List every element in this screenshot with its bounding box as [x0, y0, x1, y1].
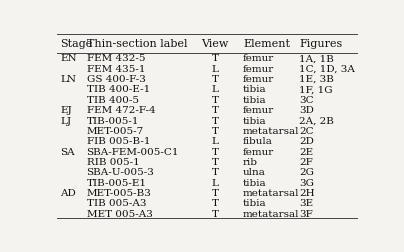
Text: Element: Element	[243, 39, 290, 49]
Text: L: L	[211, 65, 218, 74]
Text: femur: femur	[243, 106, 274, 115]
Text: 1A, 1B: 1A, 1B	[299, 54, 334, 63]
Text: T: T	[211, 147, 219, 156]
Text: Thin-section label: Thin-section label	[86, 39, 187, 49]
Text: LN: LN	[61, 75, 76, 84]
Text: fibula: fibula	[243, 137, 273, 146]
Text: 1F, 1G: 1F, 1G	[299, 85, 333, 94]
Text: TIB 005-A3: TIB 005-A3	[86, 199, 146, 207]
Text: tibia: tibia	[243, 96, 267, 104]
Text: FEM 472-F-4: FEM 472-F-4	[86, 106, 155, 115]
Text: EN: EN	[61, 54, 77, 63]
Text: T: T	[211, 75, 219, 84]
Text: FIB 005-B-1: FIB 005-B-1	[86, 137, 150, 146]
Text: 3E: 3E	[299, 199, 314, 207]
Text: L: L	[211, 137, 218, 146]
Text: femur: femur	[243, 75, 274, 84]
Text: AD: AD	[61, 188, 76, 197]
Text: T: T	[211, 209, 219, 218]
Text: 2H: 2H	[299, 188, 315, 197]
Text: 2C: 2C	[299, 126, 314, 135]
Text: tibia: tibia	[243, 85, 267, 94]
Text: TIB 400-5: TIB 400-5	[86, 96, 139, 104]
Text: rib: rib	[243, 157, 258, 166]
Text: 2A, 2B: 2A, 2B	[299, 116, 334, 125]
Text: L: L	[211, 85, 218, 94]
Text: T: T	[211, 54, 219, 63]
Text: T: T	[211, 106, 219, 115]
Text: T: T	[211, 116, 219, 125]
Text: 2E: 2E	[299, 147, 314, 156]
Text: RIB 005-1: RIB 005-1	[86, 157, 139, 166]
Text: T: T	[211, 157, 219, 166]
Text: 2G: 2G	[299, 168, 314, 177]
Text: 1E, 3B: 1E, 3B	[299, 75, 334, 84]
Text: 2D: 2D	[299, 137, 314, 146]
Text: TIB 400-E-1: TIB 400-E-1	[86, 85, 150, 94]
Text: View: View	[201, 39, 229, 49]
Text: TIB-005-1: TIB-005-1	[86, 116, 139, 125]
Text: femur: femur	[243, 147, 274, 156]
Text: SBA-U-005-3: SBA-U-005-3	[86, 168, 154, 177]
Text: GS 400-F-3: GS 400-F-3	[86, 75, 145, 84]
Text: EJ: EJ	[61, 106, 72, 115]
Text: L: L	[211, 178, 218, 187]
Text: femur: femur	[243, 54, 274, 63]
Text: 3C: 3C	[299, 96, 314, 104]
Text: LJ: LJ	[61, 116, 72, 125]
Text: SBA-FEM-005-C1: SBA-FEM-005-C1	[86, 147, 179, 156]
Text: FEM 435-1: FEM 435-1	[86, 65, 145, 74]
Text: 3F: 3F	[299, 209, 313, 218]
Text: tibia: tibia	[243, 116, 267, 125]
Text: Stage: Stage	[61, 39, 93, 49]
Text: T: T	[211, 126, 219, 135]
Text: metatarsal: metatarsal	[243, 209, 299, 218]
Text: SA: SA	[61, 147, 75, 156]
Text: FEM 432-5: FEM 432-5	[86, 54, 145, 63]
Text: metatarsal: metatarsal	[243, 126, 299, 135]
Text: tibia: tibia	[243, 178, 267, 187]
Text: Figures: Figures	[299, 39, 343, 49]
Text: metatarsal: metatarsal	[243, 188, 299, 197]
Text: T: T	[211, 168, 219, 177]
Text: 2F: 2F	[299, 157, 313, 166]
Text: femur: femur	[243, 65, 274, 74]
Text: 3G: 3G	[299, 178, 314, 187]
Text: MET 005-A3: MET 005-A3	[86, 209, 152, 218]
Text: T: T	[211, 199, 219, 207]
Text: MET-005-7: MET-005-7	[86, 126, 144, 135]
Text: 3D: 3D	[299, 106, 314, 115]
Text: tibia: tibia	[243, 199, 267, 207]
Text: T: T	[211, 188, 219, 197]
Text: MET-005-B3: MET-005-B3	[86, 188, 152, 197]
Text: ulna: ulna	[243, 168, 266, 177]
Text: TIB-005-E1: TIB-005-E1	[86, 178, 147, 187]
Text: 1C, 1D, 3A: 1C, 1D, 3A	[299, 65, 355, 74]
Text: T: T	[211, 96, 219, 104]
